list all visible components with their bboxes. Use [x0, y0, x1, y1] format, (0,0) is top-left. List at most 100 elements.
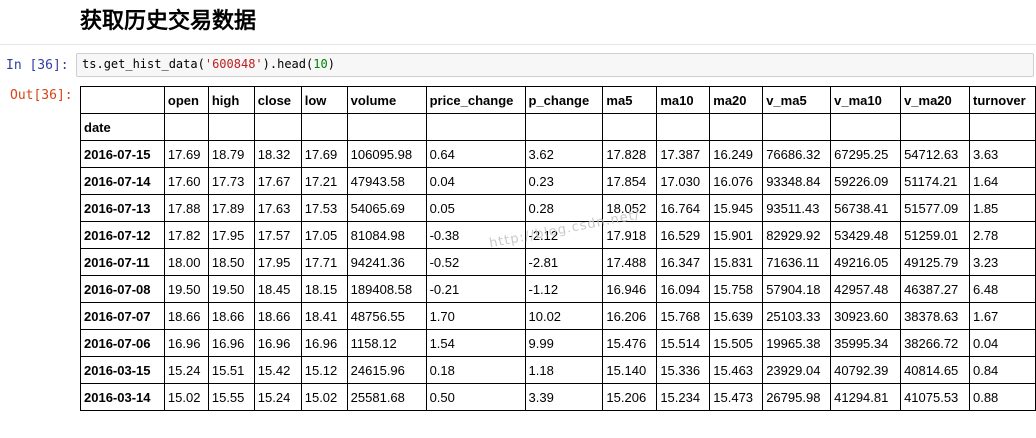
empty-header-cell [656, 113, 711, 141]
table-row: 2016-07-12 17.82 17.95 17.57 17.05 81084.98 -0… [80, 221, 1036, 249]
table-cell: 41075.53 [900, 383, 970, 411]
table-cell: 0.18 [425, 356, 526, 384]
column-header-row: open high close low volume price_change p_chan… [80, 86, 1036, 114]
table-cell: 0.28 [524, 194, 604, 222]
table-cell: 16.206 [602, 302, 658, 330]
column-header: low [300, 86, 348, 114]
code-paren-open: ( [197, 57, 205, 71]
table-row: 2016-07-08 19.50 19.50 18.45 18.15 189408.58-… [80, 275, 1036, 303]
column-header: ma20 [709, 86, 764, 114]
table-cell: 38378.63 [900, 302, 970, 330]
table-cell: 93511.43 [762, 194, 832, 222]
table-cell: 0.23 [524, 167, 604, 195]
column-header: price_change [425, 86, 526, 114]
table-cell: -0.52 [425, 248, 526, 276]
table-row: 2016-07-13 17.88 17.89 17.63 17.53 54065.69 0.… [80, 194, 1036, 222]
table-cell: 15.206 [602, 383, 658, 411]
table-row: 2016-07-06 16.96 16.96 16.96 16.96 1158.12 1.5… [80, 329, 1036, 357]
table-cell: 24615.96 [346, 356, 427, 384]
table-cell: 3.39 [524, 383, 604, 411]
table-cell: 15.476 [602, 329, 658, 357]
table-cell: 1.70 [425, 302, 526, 330]
table-cell: 16.094 [656, 275, 711, 303]
empty-header-cell [300, 113, 348, 141]
empty-header-cell [709, 113, 764, 141]
table-cell: 16.249 [709, 140, 764, 168]
row-index-date: 2016-07-08 [80, 275, 165, 303]
table-cell: 47943.58 [346, 167, 427, 195]
table-cell: 18.052 [602, 194, 658, 222]
code-paren-open: ( [306, 57, 314, 71]
table-cell: 15.140 [602, 356, 658, 384]
table-cell: 49216.05 [830, 248, 902, 276]
table-cell: 41294.81 [830, 383, 902, 411]
table-row: 2016-03-14 15.02 15.55 15.24 15.02 25581.68 0.… [80, 383, 1036, 411]
table-cell: 18.50 [207, 248, 255, 276]
table-cell: 16.347 [656, 248, 711, 276]
table-cell: 18.15 [300, 275, 348, 303]
header-corner-cell [80, 86, 165, 114]
table-cell: 15.463 [709, 356, 764, 384]
empty-header-cell [253, 113, 302, 141]
table-cell: -2.81 [524, 248, 604, 276]
table-cell: 17.69 [300, 140, 348, 168]
empty-header-cell [524, 113, 604, 141]
table-row: 2016-07-14 17.60 17.73 17.67 17.21 47943.58 0.… [80, 167, 1036, 195]
table-cell: 15.12 [300, 356, 348, 384]
column-header: ma10 [656, 86, 711, 114]
table-cell: 19.50 [163, 275, 209, 303]
table-cell: 15.945 [709, 194, 764, 222]
table-cell: 15.758 [709, 275, 764, 303]
table-cell: 23929.04 [762, 356, 832, 384]
table-cell: 17.69 [163, 140, 209, 168]
output-prompt: Out[36]: [10, 88, 73, 103]
table-cell: 9.99 [524, 329, 604, 357]
table-cell: 0.84 [968, 356, 1036, 384]
empty-header-cell [346, 113, 427, 141]
row-index-date: 2016-07-06 [80, 329, 165, 357]
table-row: 2016-03-15 15.24 15.51 15.42 15.12 24615.96 0.… [80, 356, 1036, 384]
table-cell: 0.05 [425, 194, 526, 222]
table-cell: 3.23 [968, 248, 1036, 276]
table-cell: 40814.65 [900, 356, 970, 384]
table-cell: 51259.01 [900, 221, 970, 249]
table-cell: 42957.48 [830, 275, 902, 303]
table-cell: 0.64 [425, 140, 526, 168]
table-cell: 15.505 [709, 329, 764, 357]
code-obj: ts [82, 57, 97, 71]
row-index-date: 2016-07-11 [80, 248, 165, 276]
table-cell: 18.66 [253, 302, 302, 330]
table-cell: 54712.63 [900, 140, 970, 168]
table-cell: 53429.48 [830, 221, 902, 249]
row-index-date: 2016-03-14 [80, 383, 165, 411]
row-index-date: 2016-07-14 [80, 167, 165, 195]
table-cell: 76686.32 [762, 140, 832, 168]
table-cell: 56738.41 [830, 194, 902, 222]
table-header: open high close low volume price_change p_chan… [80, 86, 1036, 141]
table-cell: 16.529 [656, 221, 711, 249]
column-header: open [163, 86, 209, 114]
table-cell: 15.514 [656, 329, 711, 357]
table-cell: 18.79 [207, 140, 255, 168]
column-header: v_ma20 [900, 86, 970, 114]
table-cell: 17.21 [300, 167, 348, 195]
input-prompt: In [36]: [6, 58, 69, 73]
table-cell: 17.95 [253, 248, 302, 276]
table-cell: -0.21 [425, 275, 526, 303]
table-body: 2016-07-15 17.69 18.79 18.32 17.69 106095.98 0… [80, 140, 1036, 411]
table-cell: 1.18 [524, 356, 604, 384]
empty-header-cell [163, 113, 209, 141]
code-line: ts.get_hist_data('600848').head(10) [82, 57, 335, 71]
table-cell: 0.04 [425, 167, 526, 195]
table-cell: 25581.68 [346, 383, 427, 411]
table-cell: 93348.84 [762, 167, 832, 195]
empty-header-cell [900, 113, 970, 141]
code-input-area[interactable]: ts.get_hist_data('600848').head(10) [76, 53, 1034, 77]
table-cell: 17.030 [656, 167, 711, 195]
table-cell: 71636.11 [762, 248, 832, 276]
empty-header-cell [425, 113, 526, 141]
table-cell: 26795.98 [762, 383, 832, 411]
table-cell: 6.48 [968, 275, 1036, 303]
table-cell: 54065.69 [346, 194, 427, 222]
table-cell: 17.05 [300, 221, 348, 249]
